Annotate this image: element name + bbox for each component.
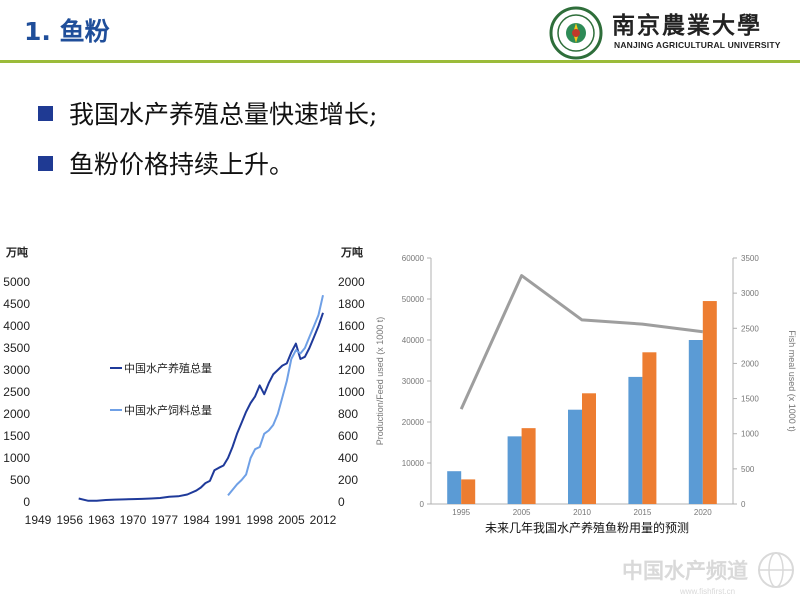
left-tick-label: 60000 [402, 254, 425, 263]
slide-title: 1. 鱼粉 [24, 17, 110, 46]
watermark-logo: 中国水产频道 www.fishfirst.cn [622, 552, 794, 596]
y2-axis-label: Fish meal used (x 1000 t) [787, 330, 797, 432]
left-axis-unit: 万吨 [5, 245, 28, 259]
right-tick-label: 400 [338, 451, 358, 465]
left-tick-label: 3500 [3, 341, 30, 355]
left-tick-label: 4500 [3, 297, 30, 311]
x-tick-label: 2020 [694, 508, 712, 517]
x-tick-label: 1984 [183, 513, 210, 527]
fishmeal-line [459, 274, 703, 410]
x-tick-label: 2012 [310, 513, 337, 527]
right-tick-label: 3500 [741, 254, 759, 263]
left-tick-label: 2500 [3, 385, 30, 399]
right-axis-unit: 万吨 [340, 245, 363, 259]
legend-label: 中国水产养殖总量 [124, 361, 212, 375]
left-tick-label: 40000 [402, 336, 425, 345]
right-tick-label: 1000 [741, 430, 759, 439]
right-tick-label: 500 [741, 465, 755, 474]
legend-label: 中国水产饲料总量 [124, 403, 212, 417]
aquaculture-line-chart: 万吨 万吨050010001500200025003000350040004500… [3, 245, 365, 527]
bullet-text: 我国水产养殖总量快速增长; [69, 100, 378, 129]
bar-series-2 [642, 352, 657, 504]
right-tick-label: 0 [338, 495, 345, 509]
x-tick-label: 1970 [120, 513, 147, 527]
left-tick-label: 10000 [402, 459, 425, 468]
left-tick-label: 1000 [3, 451, 30, 465]
right-tick-label: 1500 [741, 395, 759, 404]
bullet-text: 鱼粉价格持续上升。 [69, 150, 295, 179]
right-tick-label: 1000 [338, 385, 365, 399]
x-tick-label: 2005 [513, 508, 531, 517]
x-tick-label: 1995 [452, 508, 470, 517]
right-tick-label: 1200 [338, 363, 365, 377]
left-tick-label: 3000 [3, 363, 30, 377]
series-line-1 [78, 312, 324, 502]
right-tick-label: 3000 [741, 289, 759, 298]
bullet-item: 鱼粉价格持续上升。 [38, 138, 377, 188]
bullet-square-icon [38, 155, 53, 171]
left-tick-label: 1500 [3, 429, 30, 443]
x-tick-label: 2010 [573, 508, 591, 517]
university-name-en: NANJING AGRICULTURAL UNIVERSITY [614, 40, 781, 50]
left-tick-label: 4000 [3, 319, 30, 333]
left-tick-label: 0 [420, 500, 425, 509]
x-tick-label: 1956 [56, 513, 83, 527]
left-tick-label: 2000 [3, 407, 30, 421]
bullet-item: 我国水产养殖总量快速增长; [38, 88, 377, 138]
x-tick-label: 2005 [278, 513, 305, 527]
bar-series-2 [702, 301, 717, 504]
y-axis-label: Production/Feed used (x 1000 t) [375, 317, 385, 446]
bar-series-1 [628, 376, 643, 504]
right-tick-label: 800 [338, 407, 358, 421]
left-tick-label: 0 [23, 495, 30, 509]
watermark-cn: 中国水产频道 [622, 559, 748, 583]
left-tick-label: 30000 [402, 377, 425, 386]
bar-series-1 [507, 436, 522, 504]
bar-series-2 [461, 479, 476, 504]
right-tick-label: 1800 [338, 297, 365, 311]
x-tick-label: 1963 [88, 513, 115, 527]
x-tick-label: 1977 [151, 513, 178, 527]
bullet-square-icon [38, 105, 53, 121]
bullet-list: 我国水产养殖总量快速增长; 鱼粉价格持续上升。 [38, 88, 377, 188]
chart-caption: 未来几年我国水产养殖鱼粉用量的预测 [485, 520, 689, 535]
right-tick-label: 2500 [741, 324, 759, 333]
bar-series-1 [688, 340, 703, 504]
left-tick-label: 20000 [402, 418, 425, 427]
x-tick-label: 1991 [215, 513, 242, 527]
bar-series-1 [568, 409, 582, 504]
bar-series-2 [521, 428, 536, 504]
bar-series-2 [582, 393, 596, 504]
x-tick-label: 1949 [25, 513, 52, 527]
right-tick-label: 600 [338, 429, 358, 443]
right-tick-label: 0 [741, 500, 746, 509]
right-tick-label: 1400 [338, 341, 365, 355]
right-tick-label: 2000 [338, 275, 365, 289]
right-tick-label: 1600 [338, 319, 365, 333]
left-tick-label: 5000 [3, 275, 30, 289]
x-tick-label: 2015 [634, 508, 652, 517]
bar-series-1 [447, 471, 462, 504]
right-tick-label: 2000 [741, 359, 759, 368]
left-tick-label: 50000 [402, 295, 425, 304]
x-tick-label: 1998 [246, 513, 273, 527]
right-tick-label: 200 [338, 473, 358, 487]
university-seal-icon [549, 6, 603, 60]
university-name-cn: 南京農業大學 [612, 12, 762, 39]
watermark-en: www.fishfirst.cn [679, 587, 735, 596]
fishmeal-bar-chart: 0 10000 20000 30000 40000 50000 60000 0 500 1000 1… [375, 254, 797, 535]
series-line-2 [227, 294, 324, 497]
left-tick-label: 500 [10, 473, 30, 487]
university-logo: 南京農業大學 NANJING AGRICULTURAL UNIVERSITY [612, 6, 782, 58]
header-divider [0, 60, 800, 63]
